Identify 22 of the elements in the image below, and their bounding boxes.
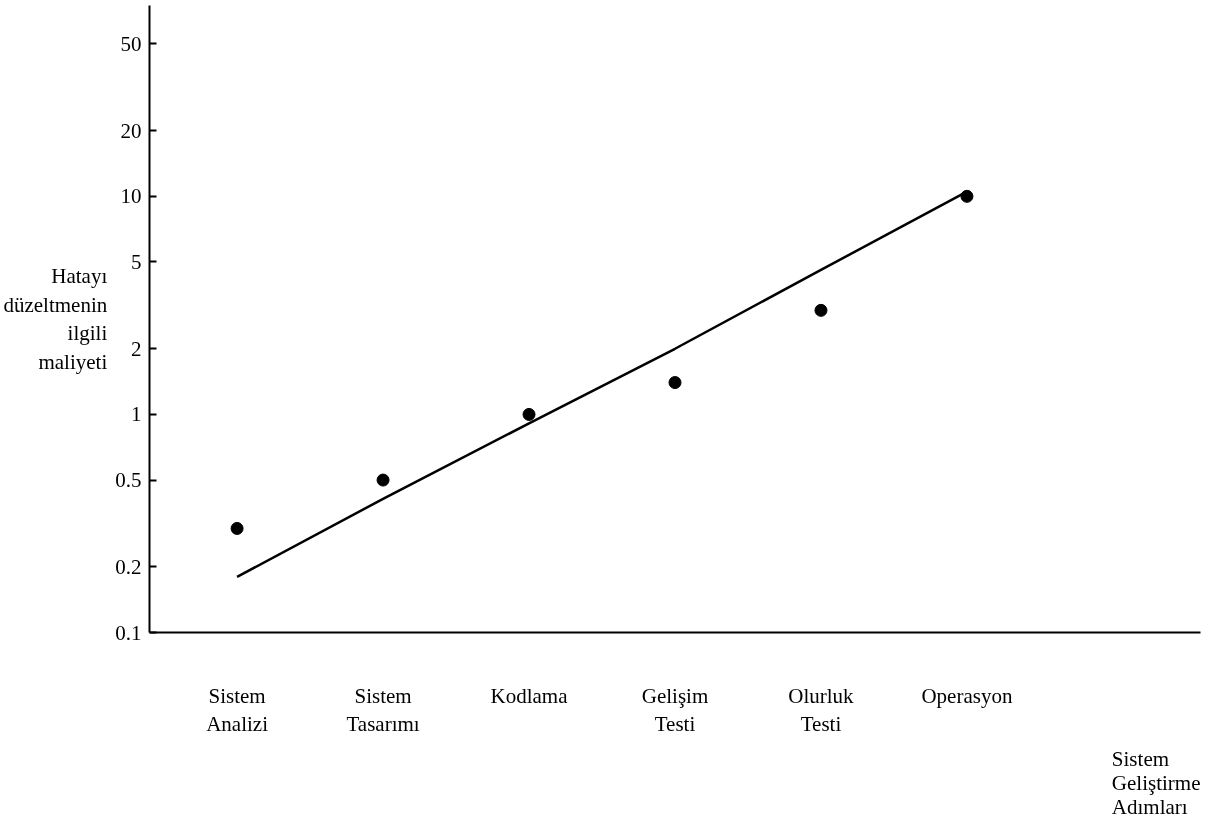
x-tick-label: Sistem Analizi xyxy=(206,683,269,737)
y-tick-label: 0.1 xyxy=(115,620,142,645)
point xyxy=(522,407,536,421)
y-tick-label: 20 xyxy=(120,118,142,143)
y-tick-label: 1 xyxy=(131,402,142,427)
x-tick-label: Gelişim Testi xyxy=(641,683,709,737)
y-tick-label: 0.2 xyxy=(115,554,142,579)
point xyxy=(814,303,828,317)
x-tick-label: Operasyon xyxy=(921,683,1013,708)
point xyxy=(668,376,682,390)
y-tick-label: 5 xyxy=(131,249,142,274)
y-tick-label: 2 xyxy=(131,336,142,361)
y-axis-title: Hatayı düzeltmenin ilgili maliyeti xyxy=(3,263,108,375)
x-axis-title: Sistem Geliştirme Adımları xyxy=(1111,746,1201,819)
x-tick-label: Olurluk Testi xyxy=(788,683,855,737)
point xyxy=(376,473,390,487)
y-tick-label: 50 xyxy=(120,31,142,56)
y-tick-label: 0.5 xyxy=(115,468,142,493)
point xyxy=(230,521,244,535)
x-tick-label: Kodlama xyxy=(490,683,569,708)
y-tick-label: 10 xyxy=(120,184,142,209)
x-tick-label: Sistem Tasarımı xyxy=(346,683,420,737)
